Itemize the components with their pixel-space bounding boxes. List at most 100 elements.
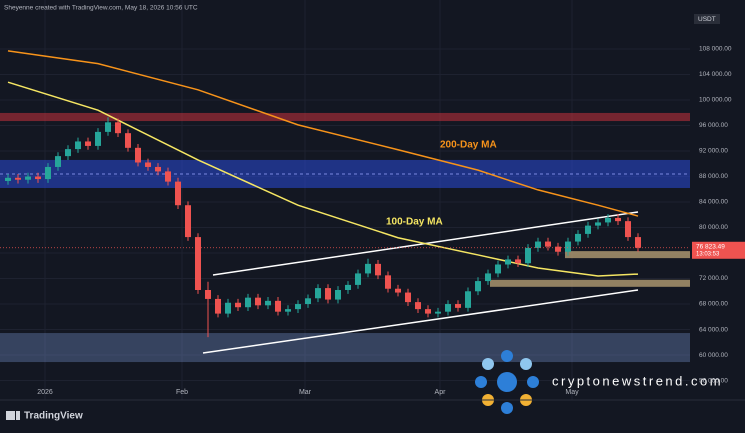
candle-body xyxy=(545,241,551,247)
candle-body xyxy=(385,275,391,289)
candle-body xyxy=(585,225,591,234)
candle-body xyxy=(145,162,151,167)
candle-body xyxy=(565,241,571,252)
last-price-label: 76 823.49 xyxy=(696,243,725,250)
candle-body xyxy=(125,133,131,148)
y-tick-label: 72 000.00 xyxy=(699,275,728,282)
candle-body xyxy=(255,297,261,306)
candle-body xyxy=(35,176,41,180)
moving-average xyxy=(7,50,639,217)
candle-body xyxy=(615,217,621,222)
currency: USDT xyxy=(698,16,716,23)
moving-average xyxy=(7,81,639,277)
candle-body xyxy=(25,176,31,180)
candle-body xyxy=(495,264,501,274)
candle-body xyxy=(375,263,381,276)
candle-body xyxy=(95,131,101,146)
y-tick-label: 68 000.00 xyxy=(699,301,728,308)
candle-body xyxy=(445,304,451,312)
candle-body xyxy=(175,181,181,206)
zone xyxy=(565,251,690,259)
candle-body xyxy=(275,300,281,312)
candle-body xyxy=(315,288,321,299)
candle-body xyxy=(165,171,171,182)
logo xyxy=(6,411,20,420)
candle-body xyxy=(475,281,481,292)
candle-body xyxy=(55,156,61,167)
zone xyxy=(0,112,690,122)
y-tick-label: 88 000.00 xyxy=(699,173,728,180)
candle-body xyxy=(295,304,301,310)
candle-body xyxy=(265,300,271,306)
candle-body xyxy=(45,166,51,180)
candle-body xyxy=(5,177,11,181)
channel-lower xyxy=(202,289,639,354)
candle-body xyxy=(595,222,601,226)
currency-badge xyxy=(694,14,720,24)
candle-body xyxy=(605,217,611,223)
y-tick-label: 84 000.00 xyxy=(699,199,728,206)
countdown: 13:03:53 xyxy=(696,251,720,257)
watermark-logo xyxy=(475,350,539,414)
candle-body xyxy=(365,263,371,274)
candle-body xyxy=(485,273,491,282)
y-tick-label: 104 000.00 xyxy=(699,71,732,78)
ma-label: 200-Day MA xyxy=(440,140,497,151)
candle-body xyxy=(415,302,421,310)
y-tick-label: 96 000.00 xyxy=(699,122,728,129)
candle-body xyxy=(85,141,91,146)
x-tick-label: Mar xyxy=(299,389,312,396)
candle-body xyxy=(575,233,581,242)
candle-body xyxy=(75,141,81,150)
y-tick-label: 80 000.00 xyxy=(699,224,728,231)
x-tick-label: May xyxy=(565,389,579,396)
y-tick-label: 100 000.00 xyxy=(699,97,732,104)
candle-body xyxy=(335,290,341,300)
zone xyxy=(0,333,690,363)
candle-body xyxy=(285,309,291,312)
candle-body xyxy=(245,297,251,308)
plot xyxy=(5,50,641,338)
candle-body xyxy=(205,290,211,299)
candle-body xyxy=(325,288,331,300)
candle-body xyxy=(65,149,71,157)
candle-body xyxy=(215,298,221,314)
candle-body xyxy=(195,237,201,291)
candle-body xyxy=(455,304,461,308)
candle-body xyxy=(105,122,111,132)
candle-body xyxy=(155,166,161,172)
y-tick-label: 60 000.00 xyxy=(699,352,728,359)
candle-body xyxy=(185,205,191,238)
candle-body xyxy=(505,259,511,265)
candle-body xyxy=(355,273,361,285)
candle-body xyxy=(465,291,471,308)
candle-body xyxy=(525,247,531,264)
price-axis xyxy=(690,0,745,400)
y-tick-label: 92 000.00 xyxy=(699,148,728,155)
candle-body xyxy=(15,177,21,180)
x-tick-label: 2026 xyxy=(37,389,53,396)
candle-body xyxy=(305,298,311,305)
candle-body xyxy=(135,147,141,163)
y-tick-label: 64 000.00 xyxy=(699,326,728,333)
x-tick-label: Apr xyxy=(435,389,447,396)
candle-body xyxy=(115,122,121,134)
candle-body xyxy=(435,311,441,314)
candle-body xyxy=(345,284,351,291)
y-tick-label: 108 000.00 xyxy=(699,46,732,53)
candle-body xyxy=(405,292,411,303)
candle-body xyxy=(235,302,241,308)
y-tick-label: 56 000.00 xyxy=(699,377,728,384)
candle-body xyxy=(395,288,401,293)
last-price-box xyxy=(692,241,745,259)
candle-body xyxy=(515,259,521,264)
candle-body xyxy=(225,302,231,314)
watermark: cryptonewstrend.com xyxy=(552,373,723,388)
x-tick-label: Feb xyxy=(176,389,188,396)
candle-body xyxy=(625,221,631,238)
header: Sheyenne created with TradingView.com, M… xyxy=(4,5,198,12)
candle-body xyxy=(555,246,561,252)
candle-body xyxy=(635,237,641,248)
